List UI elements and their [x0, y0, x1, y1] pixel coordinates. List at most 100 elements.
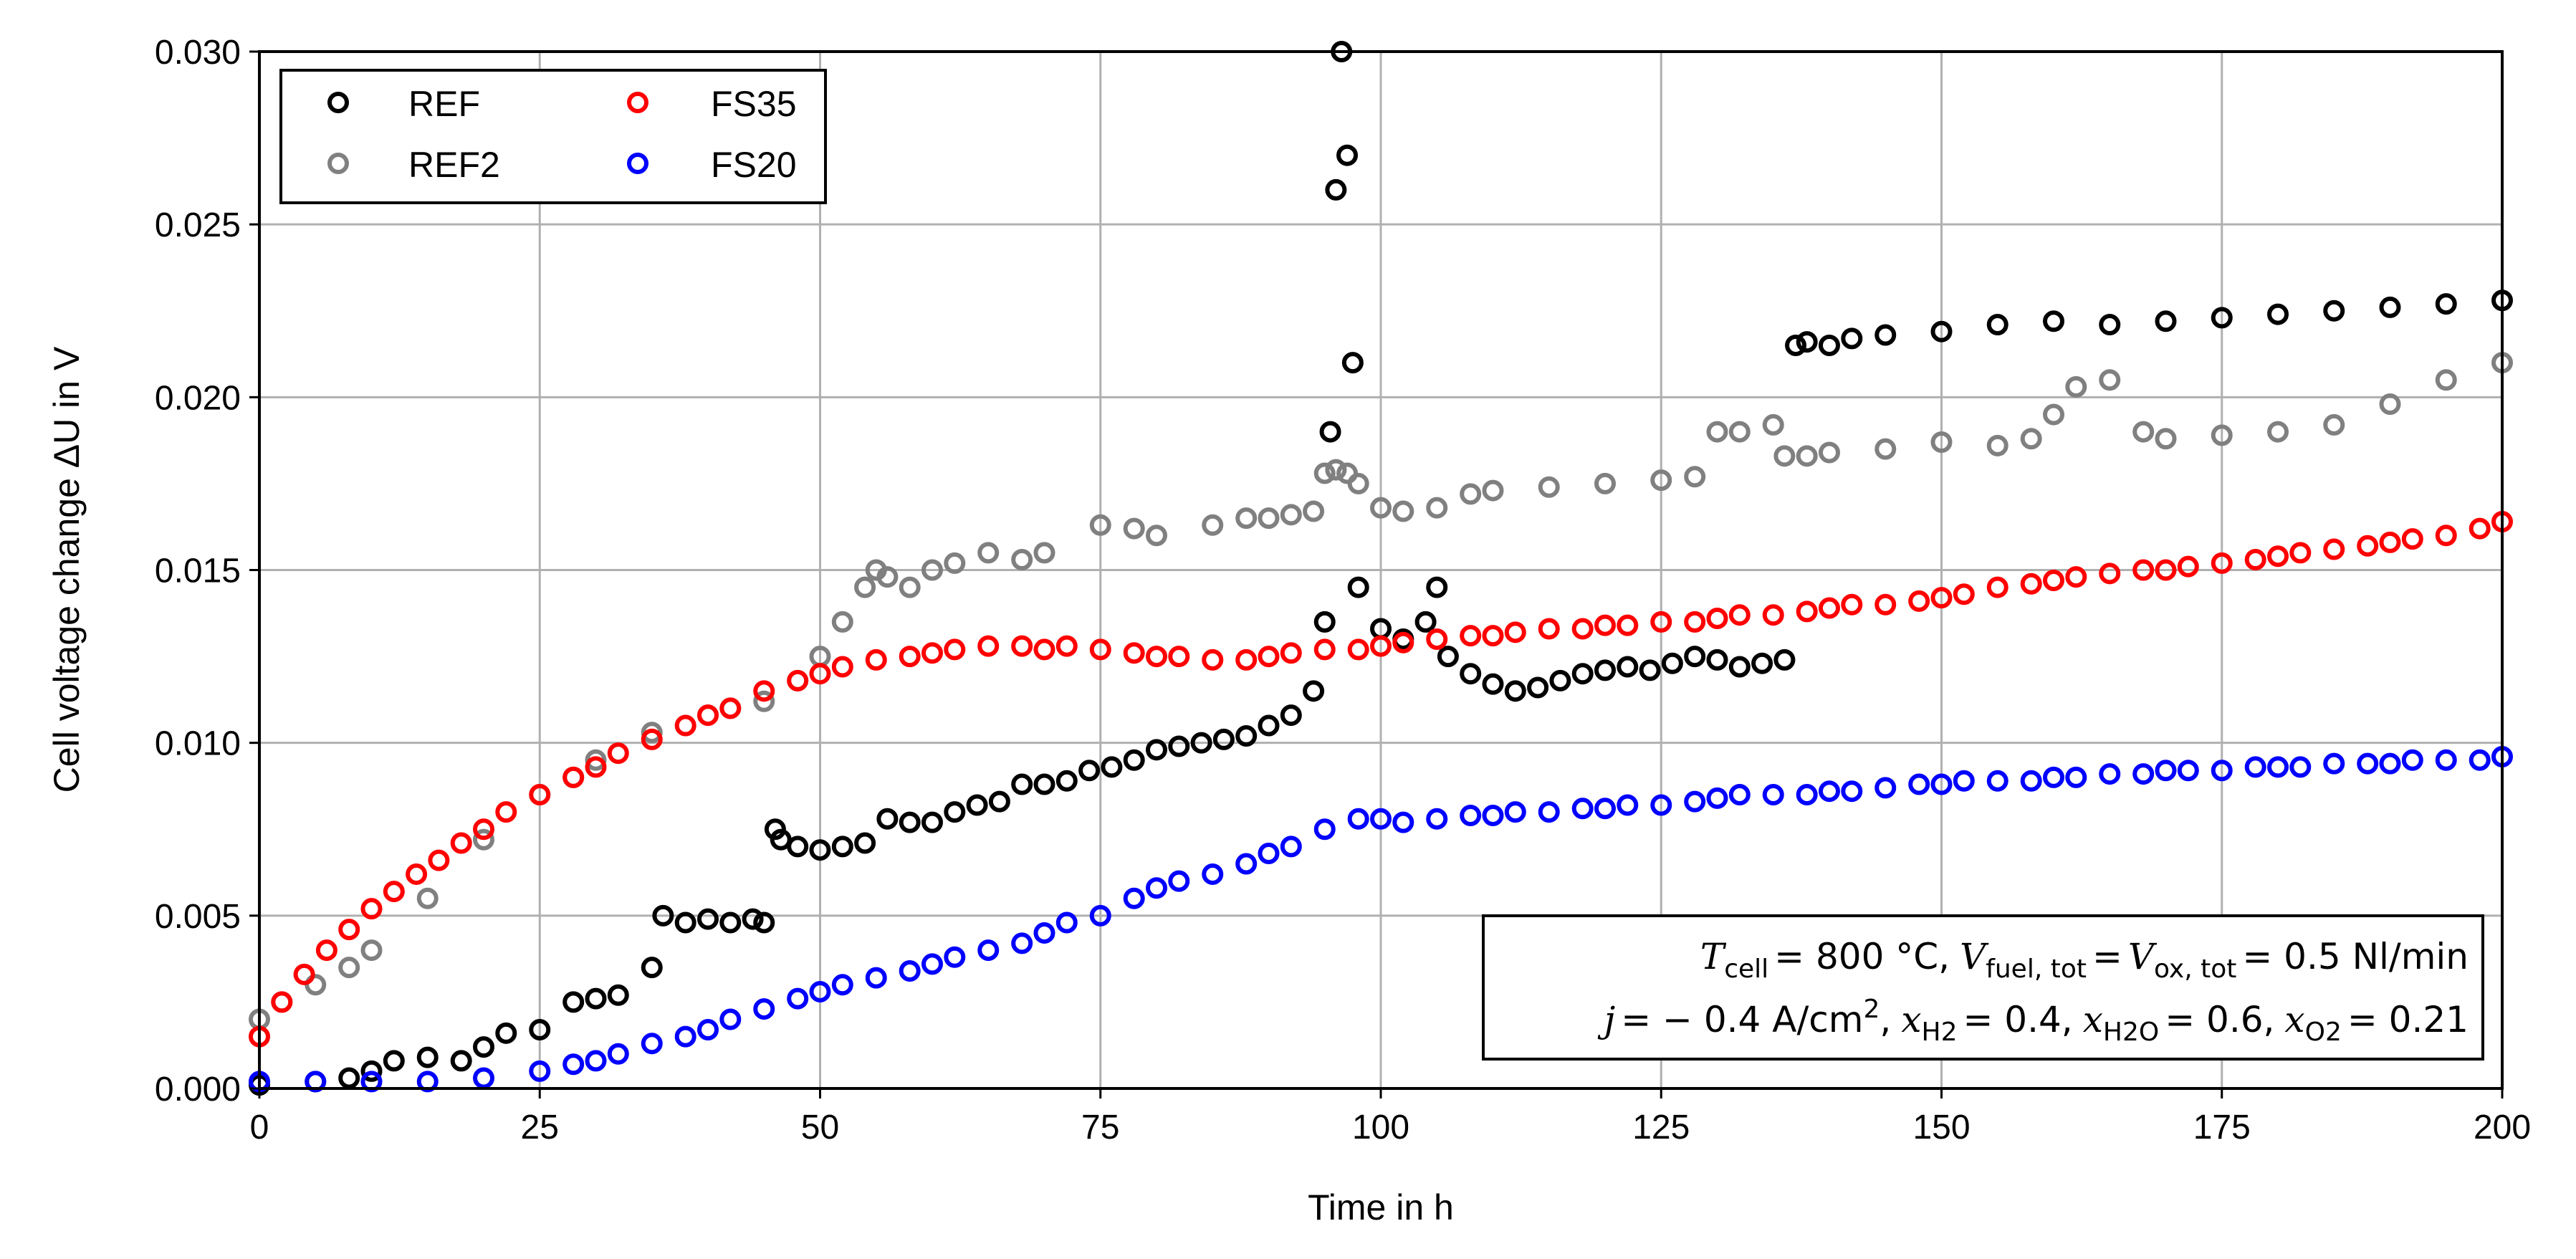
data-point-fs20	[1313, 818, 1336, 841]
data-point-fs35	[719, 697, 742, 719]
t-subscript: cell	[1724, 954, 1768, 984]
data-point-fs35	[1089, 638, 1111, 661]
data-point-fs20	[2177, 760, 2199, 782]
data-point-fs35	[1953, 583, 1975, 605]
data-point-ref	[1426, 576, 1448, 598]
data-point-ref2	[854, 576, 876, 598]
data-point-fs35	[674, 714, 696, 737]
data-point-ref2	[416, 887, 439, 909]
series-fs20	[249, 745, 2513, 1093]
data-point-fs35	[2043, 569, 2064, 591]
x-tick-label: 175	[2193, 1109, 2251, 1146]
v-ox-symbol: V	[2128, 936, 2158, 977]
data-point-ref	[1123, 749, 1145, 771]
data-point-fs35	[1460, 625, 1482, 647]
data-point-fs20	[865, 967, 887, 989]
data-point-fs20	[1650, 794, 1672, 816]
data-point-ref	[1728, 656, 1751, 678]
data-point-ref	[921, 811, 943, 833]
data-point-ref	[1639, 659, 1661, 681]
data-point-fs20	[2379, 752, 2401, 775]
y-tick-label: 0.030	[155, 34, 241, 72]
data-point-fs35	[2469, 517, 2491, 540]
data-point-ref2	[2267, 421, 2289, 443]
data-point-ref2	[753, 690, 775, 712]
x-o2-subscript: O2	[2305, 1018, 2342, 1047]
x-tick-label: 75	[1081, 1109, 1119, 1146]
data-point-ref	[1930, 320, 1953, 343]
data-point-ref	[1819, 334, 1840, 356]
data-point-fs20	[2435, 749, 2457, 771]
data-point-fs35	[2289, 542, 2312, 564]
data-point-fs35	[585, 756, 607, 778]
data-point-fs35	[753, 680, 775, 702]
data-point-ref2	[1594, 472, 1616, 494]
data-point-fs35	[338, 919, 360, 941]
x-h2-subscript: H2	[1922, 1018, 1958, 1047]
data-point-fs35	[1874, 593, 1897, 616]
data-point-fs35	[787, 669, 809, 691]
data-point-ref	[1168, 735, 1190, 757]
x-tick-label: 0	[250, 1109, 269, 1146]
data-point-fs20	[2323, 752, 2345, 775]
data-point-fs35	[2357, 535, 2379, 557]
data-point-fs35	[1617, 614, 1639, 636]
x-h2o-symbol: x	[2083, 999, 2103, 1040]
data-point-fs35	[2379, 531, 2401, 553]
x-o2-value: = 0.21	[2347, 999, 2469, 1040]
data-point-ref	[338, 1067, 360, 1089]
data-point-fs35	[1011, 635, 1033, 657]
data-point-ref2	[831, 611, 853, 633]
data-point-ref	[1684, 646, 1706, 668]
data-point-fs20	[529, 1060, 551, 1082]
data-point-ref2	[1347, 472, 1369, 494]
data-point-ref	[944, 801, 966, 823]
x-o2-symbol: x	[2284, 999, 2304, 1040]
data-point-ref	[674, 911, 696, 934]
data-point-fs35	[2323, 538, 2345, 560]
data-point-fs35	[1504, 621, 1526, 643]
legend-label-fs35: FS35	[711, 84, 797, 124]
legend-label-fs20: FS20	[711, 145, 797, 185]
data-point-fs35	[2155, 559, 2177, 581]
data-point-fs35	[2267, 545, 2289, 568]
data-point-fs20	[1538, 801, 1560, 823]
data-point-ref	[1460, 663, 1482, 685]
data-point-fs20	[1986, 770, 2008, 792]
data-point-fs35	[1426, 628, 1448, 650]
data-point-fs35	[1762, 604, 1784, 626]
data-point-ref2	[1370, 497, 1392, 519]
data-point-ref2	[876, 566, 899, 588]
data-point-ref	[831, 836, 853, 858]
data-point-fs20	[2289, 756, 2312, 778]
data-point-ref2	[641, 722, 663, 744]
data-point-ref	[2211, 307, 2233, 329]
data-point-fs20	[1930, 773, 1953, 795]
data-point-ref2	[2435, 369, 2457, 391]
data-point-fs35	[1313, 638, 1336, 661]
data-point-fs20	[1571, 798, 1594, 820]
j-value: = − 0.4 A/cm	[1621, 999, 1863, 1040]
data-point-fs35	[944, 638, 966, 661]
data-point-ref2	[1325, 459, 1347, 481]
data-point-ref2	[2065, 375, 2087, 398]
data-point-fs20	[1033, 921, 1055, 944]
data-point-fs35	[809, 663, 831, 685]
data-point-ref2	[2155, 428, 2177, 450]
data-point-fs20	[1235, 853, 1258, 875]
data-point-ref	[1325, 178, 1347, 201]
data-point-fs35	[2401, 528, 2423, 550]
data-point-fs20	[1841, 780, 1863, 803]
data-point-ref	[1773, 648, 1796, 671]
data-point-fs35	[2177, 555, 2199, 578]
data-point-ref2	[1426, 497, 1448, 519]
data-point-fs20	[1594, 798, 1616, 820]
data-point-fs35	[1706, 608, 1728, 630]
data-point-fs35	[2244, 549, 2266, 571]
data-point-fs20	[2065, 766, 2087, 788]
data-point-fs35	[2099, 563, 2121, 585]
data-point-fs20	[1123, 887, 1145, 909]
data-point-ref	[1549, 669, 1571, 691]
data-point-fs20	[977, 939, 1000, 962]
